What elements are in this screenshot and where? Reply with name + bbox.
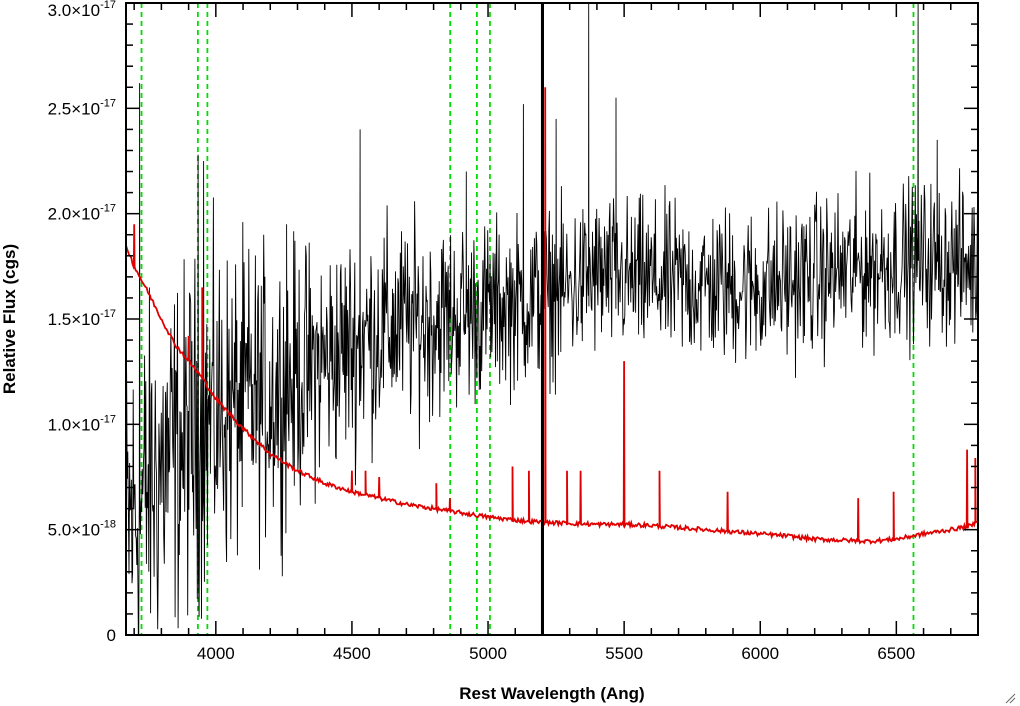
x-tick-label: 4500 xyxy=(333,644,371,663)
y-tick-mantissa: 2.0×10 xyxy=(48,205,100,224)
y-tick-mantissa: 1.5×10 xyxy=(48,310,100,329)
x-tick-label: 4000 xyxy=(197,644,235,663)
y-tick-exponent: -17 xyxy=(100,97,116,109)
y-tick-label: 3.0×10-17 xyxy=(48,0,116,20)
y-tick-exponent: -17 xyxy=(100,0,116,11)
resize-grip-icon[interactable] xyxy=(1004,692,1016,704)
spectrum-series xyxy=(126,3,978,635)
y-tick-mantissa: 5.0×10 xyxy=(48,521,100,540)
y-tick-exponent: -17 xyxy=(100,413,116,425)
y-tick-labels: 05.0×10-181.0×10-171.5×10-172.0×10-172.5… xyxy=(48,0,116,645)
y-tick-label: 5.0×10-18 xyxy=(48,519,116,540)
y-tick-exponent: -18 xyxy=(100,519,116,531)
x-tick-label: 5500 xyxy=(605,644,643,663)
x-tick-label: 5000 xyxy=(469,644,507,663)
y-tick-mantissa: 3.0×10 xyxy=(48,1,100,20)
y-tick-label: 1.5×10-17 xyxy=(48,308,116,329)
y-tick-label: 2.5×10-17 xyxy=(48,97,116,118)
model-spectrum-line xyxy=(126,87,978,545)
y-axis-title: Relative Flux (cgs) xyxy=(0,244,19,394)
x-axis-title: Rest Wavelength (Ang) xyxy=(459,684,644,703)
y-tick-mantissa: 2.5×10 xyxy=(48,99,100,118)
y-tick-exponent: -17 xyxy=(100,203,116,215)
x-tick-label: 6000 xyxy=(741,644,779,663)
y-tick-label: 0 xyxy=(107,626,116,645)
x-tick-labels: 4000 4500 5000 5500 6000 6500 xyxy=(197,644,915,663)
axis-ticks xyxy=(126,2,979,636)
y-tick-mantissa: 1.0×10 xyxy=(48,415,100,434)
y-tick-label: 2.0×10-17 xyxy=(48,203,116,224)
x-tick-label: 6500 xyxy=(877,644,915,663)
y-tick-mantissa: 0 xyxy=(107,626,116,645)
y-tick-label: 1.0×10-17 xyxy=(48,413,116,434)
y-tick-exponent: -17 xyxy=(100,308,116,320)
observed-spectrum-line xyxy=(126,3,978,635)
